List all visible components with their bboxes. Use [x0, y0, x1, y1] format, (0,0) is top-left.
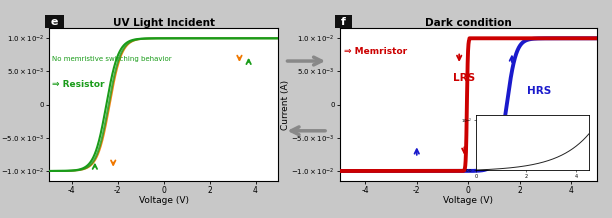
Text: LRS: LRS: [453, 73, 475, 83]
Text: ⇒ Resistor: ⇒ Resistor: [53, 80, 105, 89]
X-axis label: Voltage (V): Voltage (V): [139, 196, 188, 205]
X-axis label: Voltage (V): Voltage (V): [443, 196, 493, 205]
Text: ⇒ Memristor: ⇒ Memristor: [343, 47, 406, 56]
Y-axis label: Current (A): Current (A): [281, 80, 290, 130]
Text: HRS: HRS: [528, 86, 551, 96]
Text: e: e: [47, 17, 62, 27]
Title: UV Light Incident: UV Light Incident: [113, 18, 215, 27]
Text: No memristive switching behavior: No memristive switching behavior: [53, 56, 172, 61]
Title: Dark condition: Dark condition: [425, 18, 512, 27]
Text: f: f: [337, 17, 350, 27]
